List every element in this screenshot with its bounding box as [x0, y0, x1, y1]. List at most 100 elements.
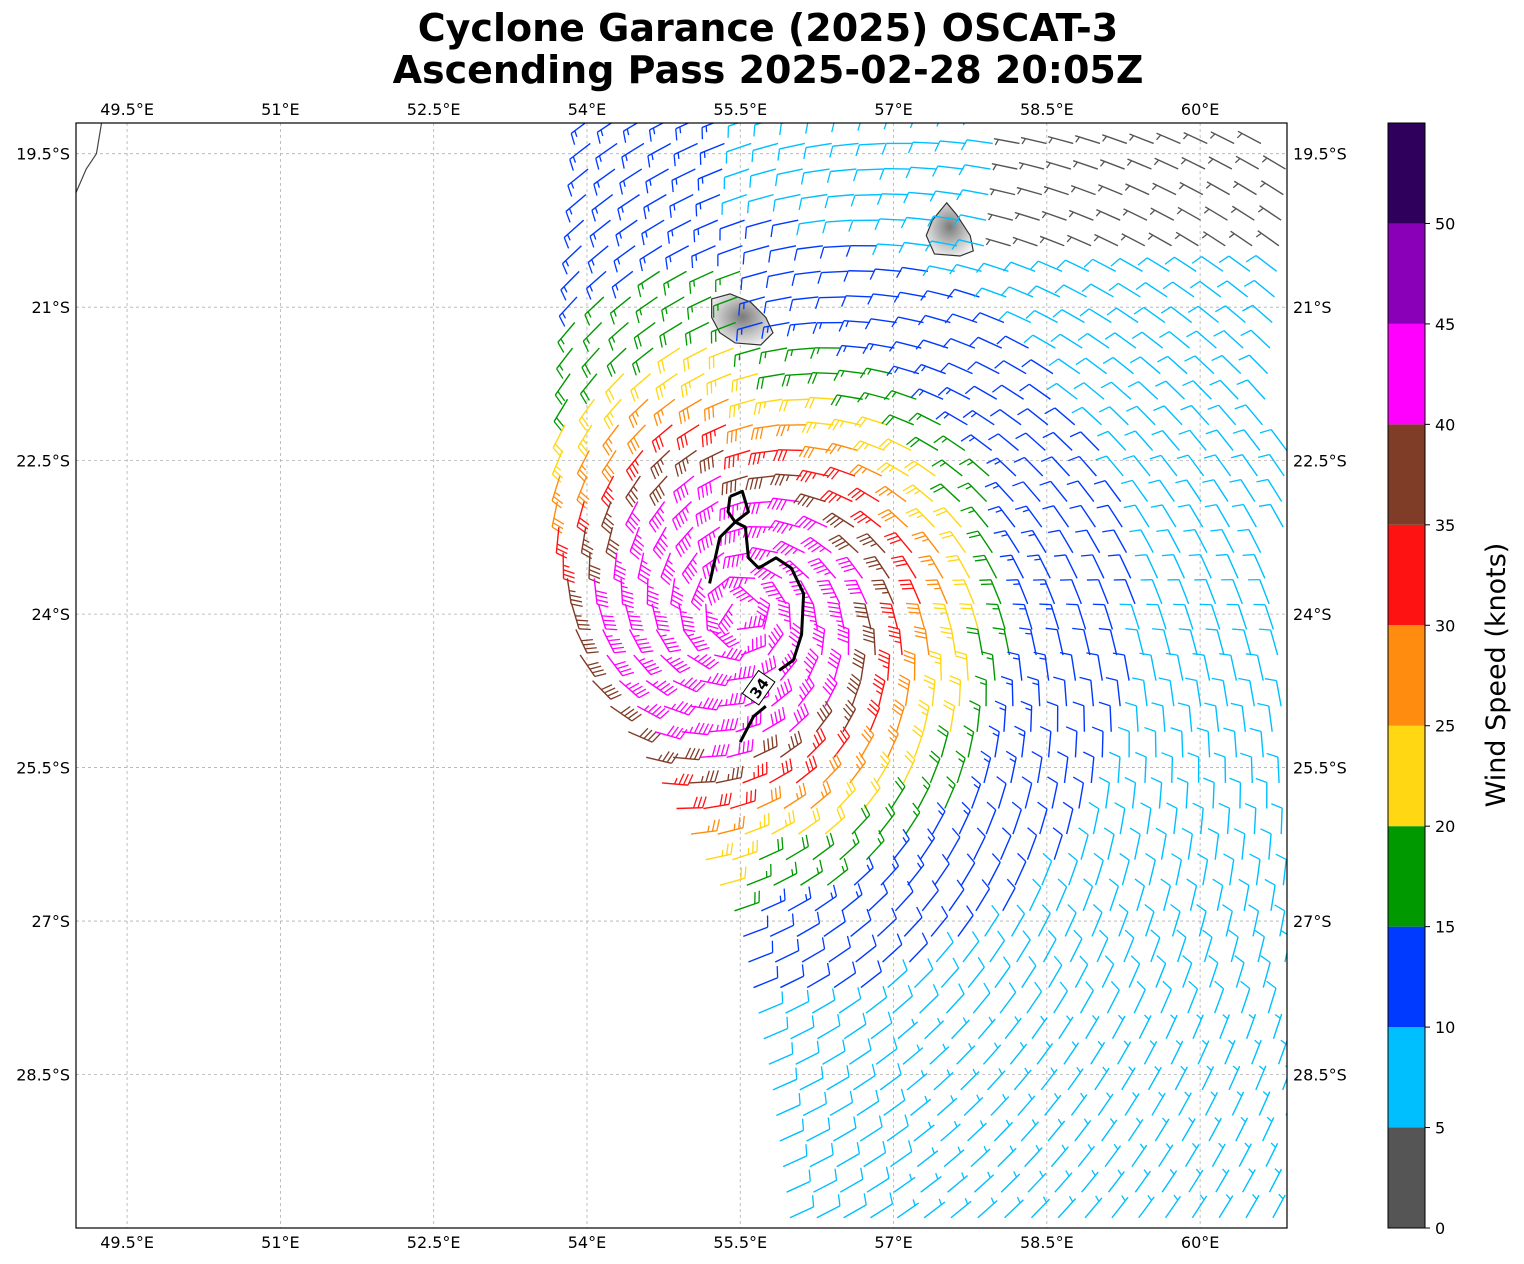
wind-barb: [1093, 852, 1104, 886]
wind-barb: [1124, 776, 1137, 809]
wind-barb: [1062, 801, 1074, 835]
wind-barb: [929, 190, 962, 202]
wind-barb: [969, 336, 1003, 349]
wind-barb: [903, 906, 923, 937]
wind-barb: [1203, 206, 1228, 221]
wind-barb: [1093, 480, 1122, 502]
wind-barb: [635, 296, 658, 324]
wind-barb: [1174, 231, 1199, 247]
wind-barb: [1170, 903, 1181, 937]
wind-barb: [931, 165, 964, 177]
wind-barb: [992, 627, 1011, 656]
wind-barb: [776, 1093, 801, 1117]
wind-barb: [1143, 1040, 1158, 1065]
wind-barb: [744, 812, 770, 835]
wind-barb: [747, 193, 774, 214]
wind-barb: [687, 654, 720, 670]
wind-barb: [924, 1017, 945, 1040]
wind-barb: [969, 700, 981, 732]
wind-barb: [1248, 904, 1260, 937]
wind-barb: [879, 167, 911, 180]
wind-barb: [828, 935, 852, 963]
wind-barb: [896, 1199, 920, 1219]
wind-barb: [1213, 330, 1244, 349]
wind-barb: [1155, 132, 1181, 145]
wind-barb: [726, 739, 754, 759]
wind-barb: [699, 743, 730, 759]
wind-barb: [966, 626, 984, 656]
wind-barb: [1182, 131, 1208, 145]
wind-barb: [1129, 529, 1154, 554]
wind-barb: [868, 881, 889, 912]
wind-barb: [780, 964, 805, 989]
wind-barb: [697, 475, 722, 500]
wind-barb: [838, 987, 862, 1014]
wind-barb: [1159, 331, 1190, 349]
wind-barb: [822, 219, 852, 234]
wind-barb: [1222, 904, 1233, 937]
wind-barb: [606, 654, 635, 677]
wind-barb: [627, 424, 646, 455]
wind-barb: [768, 245, 797, 263]
wind-barb: [557, 322, 576, 353]
wind-barb: [1274, 904, 1286, 937]
wind-barb: [856, 1089, 880, 1117]
wind-barb: [577, 424, 593, 457]
wind-barb: [1238, 1142, 1252, 1167]
wind-barb: [1041, 210, 1067, 221]
wind-barb: [894, 880, 914, 912]
wind-barb: [1264, 678, 1282, 707]
wind-barb: [1145, 852, 1156, 886]
wind-barb: [1020, 529, 1047, 554]
wind-barb: [904, 460, 936, 477]
wind-barb: [775, 424, 807, 437]
wind-barb: [962, 931, 980, 963]
wind-barb: [1207, 404, 1237, 426]
wind-barb: [1192, 652, 1211, 681]
wind-barb: [1120, 233, 1146, 247]
wind-barb: [1112, 652, 1130, 681]
wind-barb: [876, 193, 908, 205]
wind-barb: [888, 341, 922, 352]
wind-barb: [717, 603, 734, 636]
wind-barb: [1244, 802, 1257, 835]
wind-barb: [1224, 1039, 1236, 1065]
wind-barb: [1228, 230, 1253, 247]
wind-barb: [887, 725, 899, 758]
wind-barb: [1158, 108, 1182, 118]
wind-barb: [1074, 1118, 1092, 1142]
wind-barb: [1167, 579, 1190, 605]
wind-barb: [1132, 677, 1148, 707]
wind-barb: [1040, 1067, 1058, 1091]
wind-barb: [1261, 155, 1286, 170]
wind-barb: [608, 321, 629, 351]
wind-barb: [1100, 381, 1132, 400]
wind-barb: [811, 988, 836, 1014]
wind-barb: [628, 629, 654, 654]
wind-barb: [653, 398, 676, 427]
wind-barb: [1126, 158, 1152, 170]
wind-barb: [1133, 306, 1166, 324]
wind-barb: [593, 578, 609, 608]
wind-barb: [1067, 852, 1079, 886]
wind-barb: [1098, 406, 1129, 426]
colorbar-segment: [1388, 223, 1425, 324]
wind-barb: [1105, 676, 1121, 707]
wind-barb: [810, 780, 832, 810]
wind-barb: [1205, 429, 1234, 451]
wind-barb: [1055, 878, 1068, 912]
wind-barb: [1155, 955, 1167, 988]
wind-barb: [551, 450, 564, 483]
wind-barb: [1255, 777, 1268, 809]
wind-barb: [1253, 603, 1275, 630]
wind-barb: [1166, 802, 1178, 835]
wind-barb: [1014, 505, 1043, 528]
wind-barb: [1248, 578, 1270, 605]
wind-barb: [721, 475, 748, 496]
wind-barb: [717, 691, 748, 707]
wind-barb: [1242, 304, 1273, 324]
wind-barb: [1102, 356, 1134, 375]
wind-barb: [836, 1141, 860, 1168]
wind-barb: [1053, 554, 1078, 579]
wind-barb: [602, 424, 620, 456]
